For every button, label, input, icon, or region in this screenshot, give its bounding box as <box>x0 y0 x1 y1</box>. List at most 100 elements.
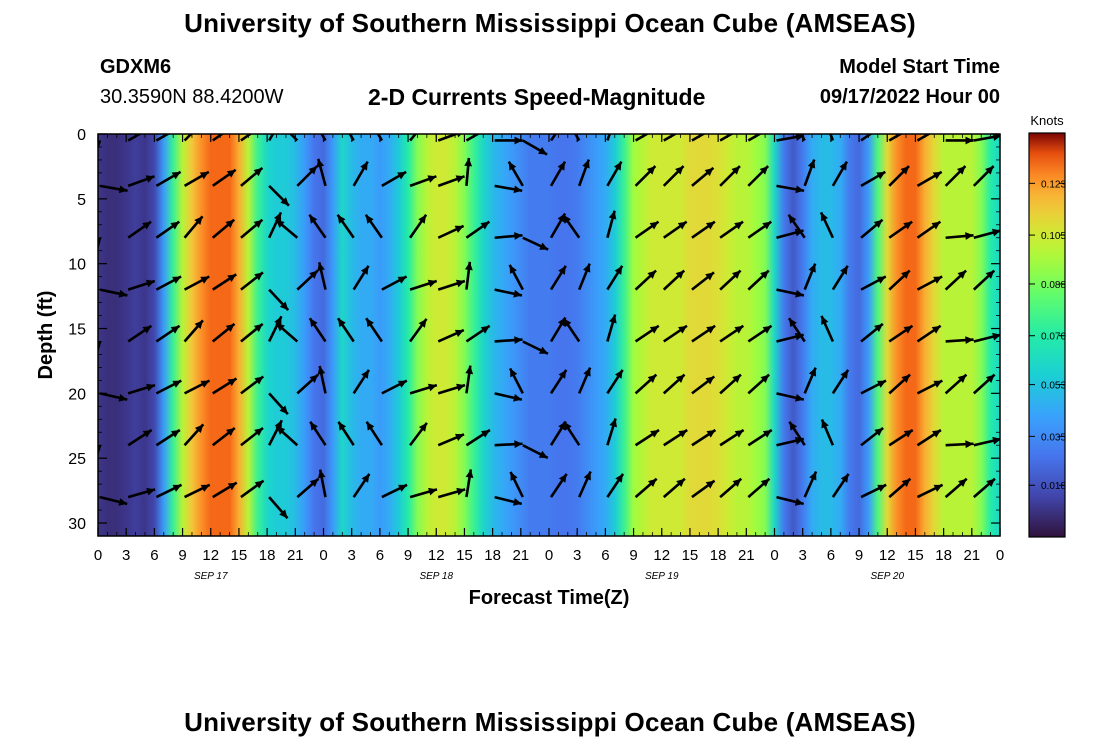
current-vector <box>240 322 264 343</box>
current-vector <box>268 288 290 311</box>
x-tick-label: 9 <box>404 547 412 564</box>
y-tick-label: 0 <box>77 127 86 144</box>
current-vector <box>549 473 568 498</box>
current-vector <box>381 275 408 291</box>
colorbar-tick-label: 0.053 <box>1041 381 1066 392</box>
current-vector <box>860 426 884 447</box>
current-vector <box>352 473 371 498</box>
current-vector <box>99 495 128 506</box>
current-vector <box>691 134 706 142</box>
current-vector <box>267 315 283 343</box>
current-vector <box>691 220 716 239</box>
current-vector <box>183 483 211 499</box>
current-vector <box>719 373 742 395</box>
speed-heatmap <box>98 134 1000 536</box>
plot-axes: 0 3 6 9 12 15 18 21 0 3 6 9 12 15 18 21 0 3 6 9 12 15 18 21 0 3 6 9… <box>68 127 1004 582</box>
current-vector <box>916 324 942 343</box>
current-vector <box>127 487 156 499</box>
current-vector <box>381 483 408 499</box>
current-vector <box>577 367 592 394</box>
current-vector <box>508 264 524 291</box>
date-label: SEP 20 <box>870 571 904 582</box>
x-tick-label: 21 <box>738 547 755 564</box>
current-vectors <box>98 134 1000 520</box>
x-tick-label: 3 <box>573 547 581 564</box>
current-vector <box>308 214 327 239</box>
current-vector <box>316 158 327 187</box>
x-tick-label: 0 <box>770 547 778 564</box>
current-vector <box>155 379 182 395</box>
current-vector <box>522 139 548 156</box>
x-tick-label: 6 <box>827 547 835 564</box>
station-id: GDXM6 <box>100 56 172 78</box>
current-vector <box>183 215 204 239</box>
current-vector <box>522 340 549 355</box>
current-vector <box>819 211 835 239</box>
current-vector <box>275 218 299 239</box>
current-vector <box>409 422 428 447</box>
current-vector <box>831 369 850 395</box>
current-vector <box>663 220 688 239</box>
current-vector <box>212 481 238 499</box>
current-vector <box>776 184 805 194</box>
current-vector <box>268 184 290 207</box>
current-vector <box>183 170 210 187</box>
current-vector <box>212 168 237 187</box>
current-vector <box>509 471 524 498</box>
y-axis-label: Depth (ft) <box>35 291 57 380</box>
current-vector <box>437 224 465 239</box>
current-vector <box>494 392 523 402</box>
current-vector <box>562 421 581 446</box>
current-vector <box>691 324 716 343</box>
current-vector <box>860 379 887 395</box>
current-vector <box>155 220 181 239</box>
x-tick-label: 6 <box>150 547 158 564</box>
current-vector <box>691 375 716 395</box>
current-vector <box>465 134 481 142</box>
current-vector <box>662 269 686 291</box>
current-vector <box>888 324 914 343</box>
current-vector <box>465 324 491 343</box>
current-vector <box>634 165 657 187</box>
current-vector <box>916 220 942 239</box>
current-vector <box>522 236 549 251</box>
colorbar-tick-label: 0.105 <box>1041 231 1066 242</box>
current-vector <box>787 214 806 239</box>
chart-subtitle: 2-D Currents Speed-Magnitude <box>368 84 706 110</box>
current-vector <box>663 428 688 447</box>
current-vector <box>275 425 299 447</box>
current-vector <box>267 211 283 239</box>
colorbar-label: Knots <box>1030 113 1064 128</box>
current-vector <box>719 269 742 291</box>
current-vector <box>336 317 355 343</box>
y-tick-label: 10 <box>68 257 86 274</box>
current-vector <box>747 165 770 187</box>
current-vector <box>860 322 884 343</box>
current-vector <box>409 487 438 499</box>
current-vector <box>296 269 319 291</box>
current-vector <box>352 369 371 395</box>
current-vector <box>916 428 942 447</box>
current-vector <box>973 436 1000 447</box>
current-vector <box>888 269 911 291</box>
current-vector <box>409 175 437 188</box>
current-vector <box>691 428 717 447</box>
current-vector <box>409 383 438 395</box>
current-vector <box>240 134 253 142</box>
current-vector <box>409 318 428 343</box>
current-vector <box>803 470 818 498</box>
model-start-label: Model Start Time <box>839 56 1000 78</box>
x-tick-label: 6 <box>601 547 609 564</box>
current-vector <box>972 477 996 499</box>
current-vector <box>747 220 772 239</box>
current-vector <box>465 428 491 447</box>
current-vector <box>494 136 523 145</box>
x-tick-label: 18 <box>935 547 952 564</box>
current-vector <box>183 319 204 343</box>
station-coordinates: 30.3590N 88.4200W <box>100 86 284 108</box>
current-vector <box>944 165 967 187</box>
current-vector <box>747 324 773 343</box>
current-vector <box>240 271 264 291</box>
current-vector <box>549 265 567 291</box>
current-vector <box>465 365 474 394</box>
